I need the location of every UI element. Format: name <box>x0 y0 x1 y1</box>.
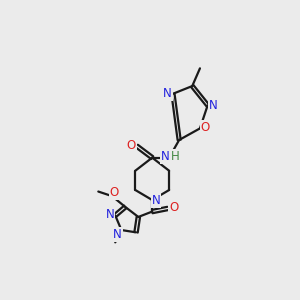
Text: N: N <box>209 99 218 112</box>
Text: N: N <box>161 150 170 163</box>
Text: O: O <box>110 186 119 199</box>
Text: N: N <box>163 87 172 100</box>
Text: N: N <box>152 194 161 207</box>
Text: O: O <box>169 201 178 214</box>
Text: N: N <box>106 208 114 221</box>
Text: O: O <box>201 121 210 134</box>
Text: H: H <box>171 150 180 163</box>
Text: O: O <box>127 139 136 152</box>
Text: N: N <box>113 228 122 241</box>
